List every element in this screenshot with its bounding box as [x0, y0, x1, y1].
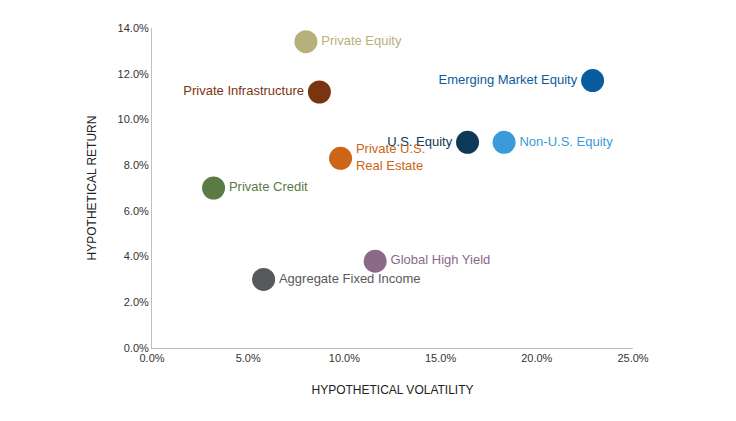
svg-text:8.0%: 8.0% — [124, 159, 149, 171]
svg-text:10.0%: 10.0% — [329, 352, 360, 364]
svg-text:12.0%: 12.0% — [118, 68, 149, 80]
svg-text:Aggregate Fixed Income: Aggregate Fixed Income — [279, 271, 421, 286]
svg-text:25.0%: 25.0% — [617, 352, 648, 364]
svg-text:U.S. Equity: U.S. Equity — [387, 134, 453, 149]
svg-text:Private Equity: Private Equity — [321, 33, 402, 48]
svg-text:0.0%: 0.0% — [139, 352, 164, 364]
svg-text:4.0%: 4.0% — [124, 250, 149, 262]
svg-text:20.0%: 20.0% — [521, 352, 552, 364]
svg-text:2.0%: 2.0% — [124, 296, 149, 308]
svg-text:HYPOTHETICAL VOLATILITY: HYPOTHETICAL VOLATILITY — [311, 383, 473, 397]
svg-text:6.0%: 6.0% — [124, 205, 149, 217]
svg-text:14.0%: 14.0% — [118, 22, 149, 34]
svg-text:15.0%: 15.0% — [425, 352, 456, 364]
svg-text:Private Infrastructure: Private Infrastructure — [183, 83, 304, 98]
svg-text:5.0%: 5.0% — [236, 352, 261, 364]
svg-text:Private Credit: Private Credit — [229, 179, 308, 194]
svg-text:Private U.S.Real Estate: Private U.S.Real Estate — [356, 141, 425, 173]
svg-text:Global High Yield: Global High Yield — [391, 252, 491, 267]
svg-text:HYPOTHETICAL RETURN: HYPOTHETICAL RETURN — [85, 116, 99, 261]
svg-text:10.0%: 10.0% — [118, 113, 149, 125]
svg-text:0.0%: 0.0% — [124, 342, 149, 354]
svg-text:Non-U.S. Equity: Non-U.S. Equity — [519, 134, 613, 149]
svg-text:Emerging Market Equity: Emerging Market Equity — [438, 72, 577, 87]
